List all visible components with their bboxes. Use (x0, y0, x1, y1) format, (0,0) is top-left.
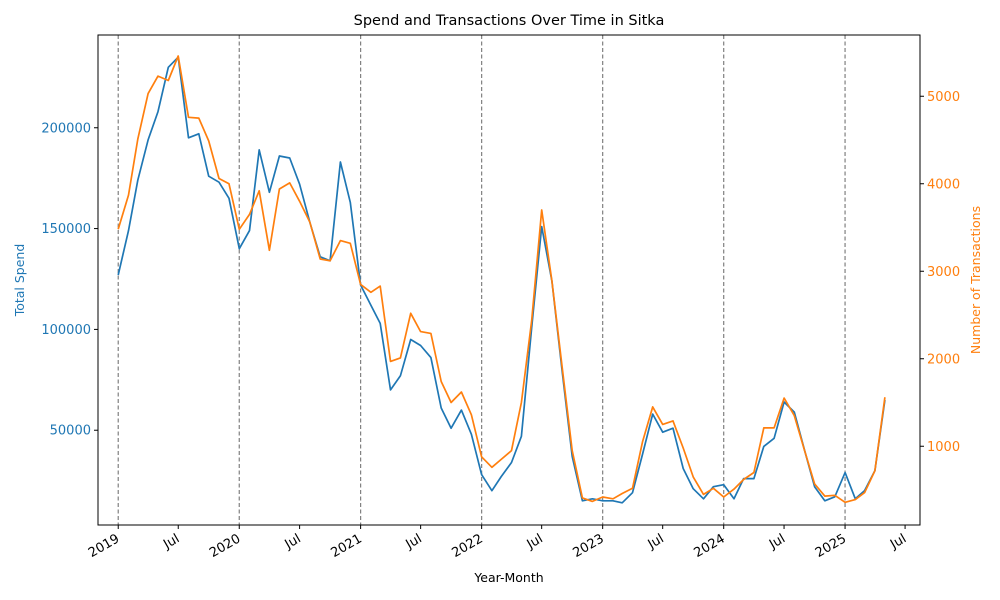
chart-title: Spend and Transactions Over Time in Sitk… (354, 13, 665, 29)
y-left-tick-label: 100000 (41, 323, 91, 338)
series-layer (117, 55, 886, 504)
y-axis-right: 1000 2000 3000 4000 5000 (920, 90, 960, 455)
y-right-tick-label: 5000 (927, 90, 960, 105)
x-tick-label: Jul (645, 531, 667, 552)
y-right-tick-label: 2000 (927, 352, 960, 367)
x-tick-label: Jul (160, 531, 182, 552)
x-axis-title: Year-Month (473, 570, 543, 585)
y-axis-left-title: Total Spend (12, 244, 27, 318)
y-left-tick-label: 200000 (41, 121, 91, 136)
total-spend-line (117, 56, 886, 504)
y-axis-left: 50000 100000 150000 200000 (41, 121, 98, 439)
x-tick-label: Jul (887, 531, 909, 552)
y-axis-right-title: Number of Transactions (968, 206, 983, 354)
plot-frame (97, 34, 921, 526)
x-tick-label: Jul (524, 531, 546, 552)
transactions-line (117, 55, 886, 504)
y-right-tick-label: 1000 (927, 440, 960, 455)
x-tick-label: Jul (766, 531, 788, 552)
x-tick-label: Jul (282, 531, 304, 552)
year-marker-lines (117, 35, 846, 525)
y-right-tick-label: 4000 (927, 177, 960, 192)
y-right-tick-label: 3000 (927, 265, 960, 280)
y-left-tick-label: 150000 (41, 222, 91, 237)
x-tick-label: Jul (403, 531, 425, 552)
y-left-tick-label: 50000 (50, 424, 91, 439)
